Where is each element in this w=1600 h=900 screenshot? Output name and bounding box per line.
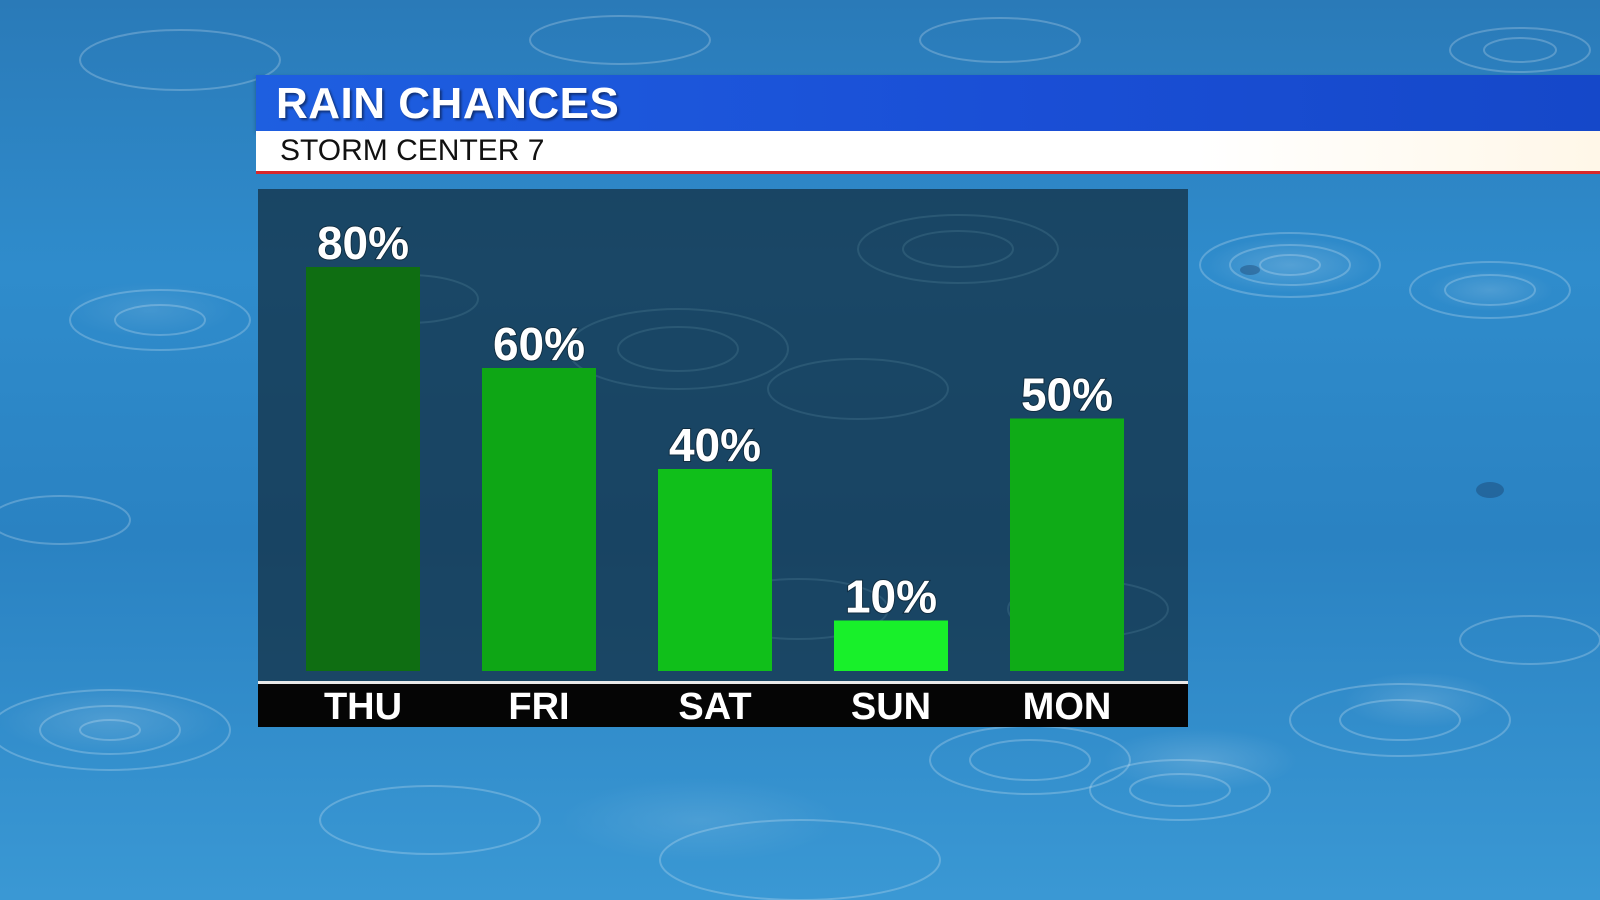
value-label-mon: 50%: [1021, 369, 1113, 421]
subtitle-bar: STORM CENTER 7: [256, 131, 1600, 174]
bar-sat: [658, 469, 772, 671]
tick-label-sun: SUN: [851, 686, 931, 727]
value-label-fri: 60%: [493, 318, 585, 370]
bar-sun: [834, 620, 948, 671]
bar-thu: [306, 267, 420, 671]
station-name: STORM CENTER 7: [280, 134, 545, 167]
value-label-sat: 40%: [669, 419, 761, 471]
x-axis-strip: THU FRI SAT SUN MON: [258, 681, 1188, 727]
rain-chance-chart: 80% 60% 40% 10% 50%: [306, 214, 1169, 671]
chart-panel: 80% 60% 40% 10% 50%: [258, 189, 1188, 727]
bar-mon: [1010, 418, 1124, 671]
tick-label-thu: THU: [324, 686, 402, 727]
title-bar: RAIN CHANCES: [256, 75, 1600, 131]
x-axis: THU FRI SAT SUN MON: [324, 686, 1112, 727]
tick-label-sat: SAT: [678, 686, 751, 727]
value-label-thu: 80%: [317, 217, 409, 269]
page-title: RAIN CHANCES: [276, 79, 620, 128]
tick-label-fri: FRI: [508, 686, 569, 727]
tick-label-mon: MON: [1023, 686, 1112, 727]
bar-fri: [482, 368, 596, 671]
value-label-sun: 10%: [845, 571, 937, 623]
